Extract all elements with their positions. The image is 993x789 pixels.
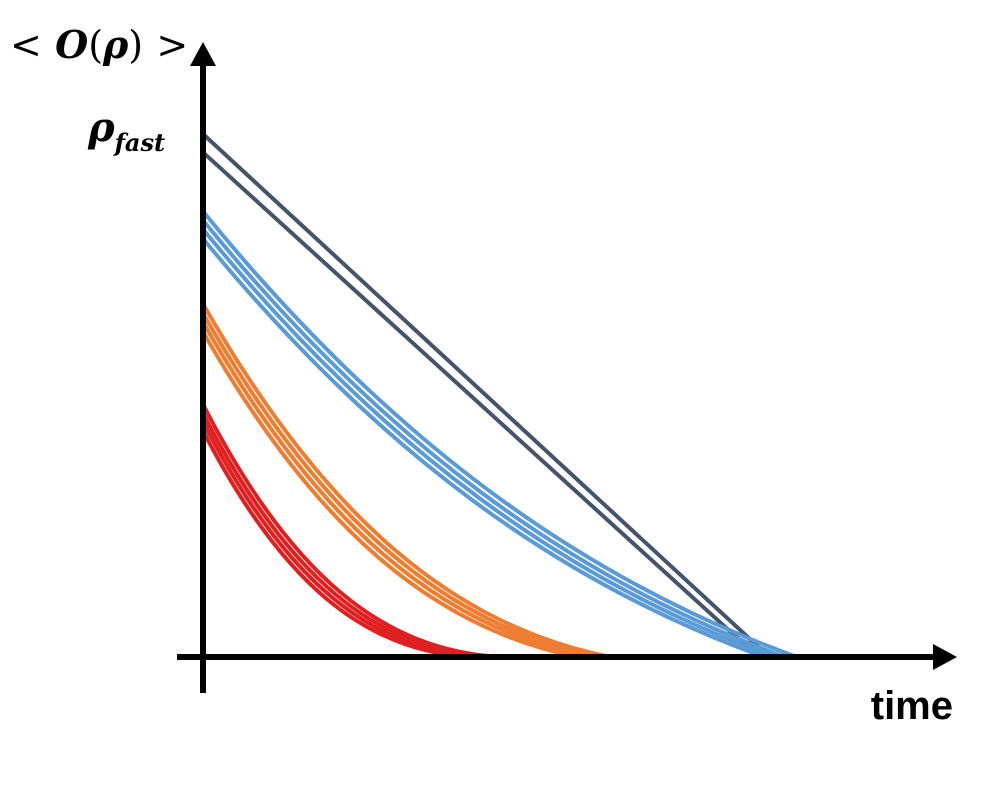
y-axis-label-open-paren: ( [88, 23, 104, 67]
x-axis-label: time [870, 684, 953, 728]
rho-subscript: fast [114, 128, 166, 157]
orange-curve-4 [201, 330, 579, 659]
dark-curve-1 [201, 132, 771, 659]
red-curve-4 [201, 429, 472, 659]
y-axis-label-O: O [55, 22, 89, 67]
x-axis-arrowhead [933, 644, 957, 670]
decay-curves [201, 132, 798, 659]
blue-curve-2 [201, 219, 786, 659]
blue-curve-4 [201, 237, 765, 659]
y-axis-label-rho: ρ [103, 22, 129, 67]
rho-fast-tick-label: ρfast [88, 104, 165, 157]
y-axis-label-close-bracket: > [156, 23, 189, 67]
y-axis-arrowhead [190, 42, 216, 66]
orange-curve-1 [201, 302, 611, 659]
red-curve-2 [201, 412, 491, 659]
y-axis-label-open-bracket: < [10, 23, 42, 67]
y-axis-label: < O(ρ) > [10, 22, 188, 67]
red-curve-3 [201, 420, 482, 659]
dark-curve-2 [201, 150, 760, 659]
blue-curve-3 [201, 227, 776, 659]
y-axis-label-close-paren: ) [128, 23, 144, 67]
orange-curve-2 [201, 312, 601, 659]
rho-symbol: ρ [88, 104, 115, 151]
blue-curve-1 [201, 210, 798, 659]
orange-curve-3 [201, 321, 590, 659]
